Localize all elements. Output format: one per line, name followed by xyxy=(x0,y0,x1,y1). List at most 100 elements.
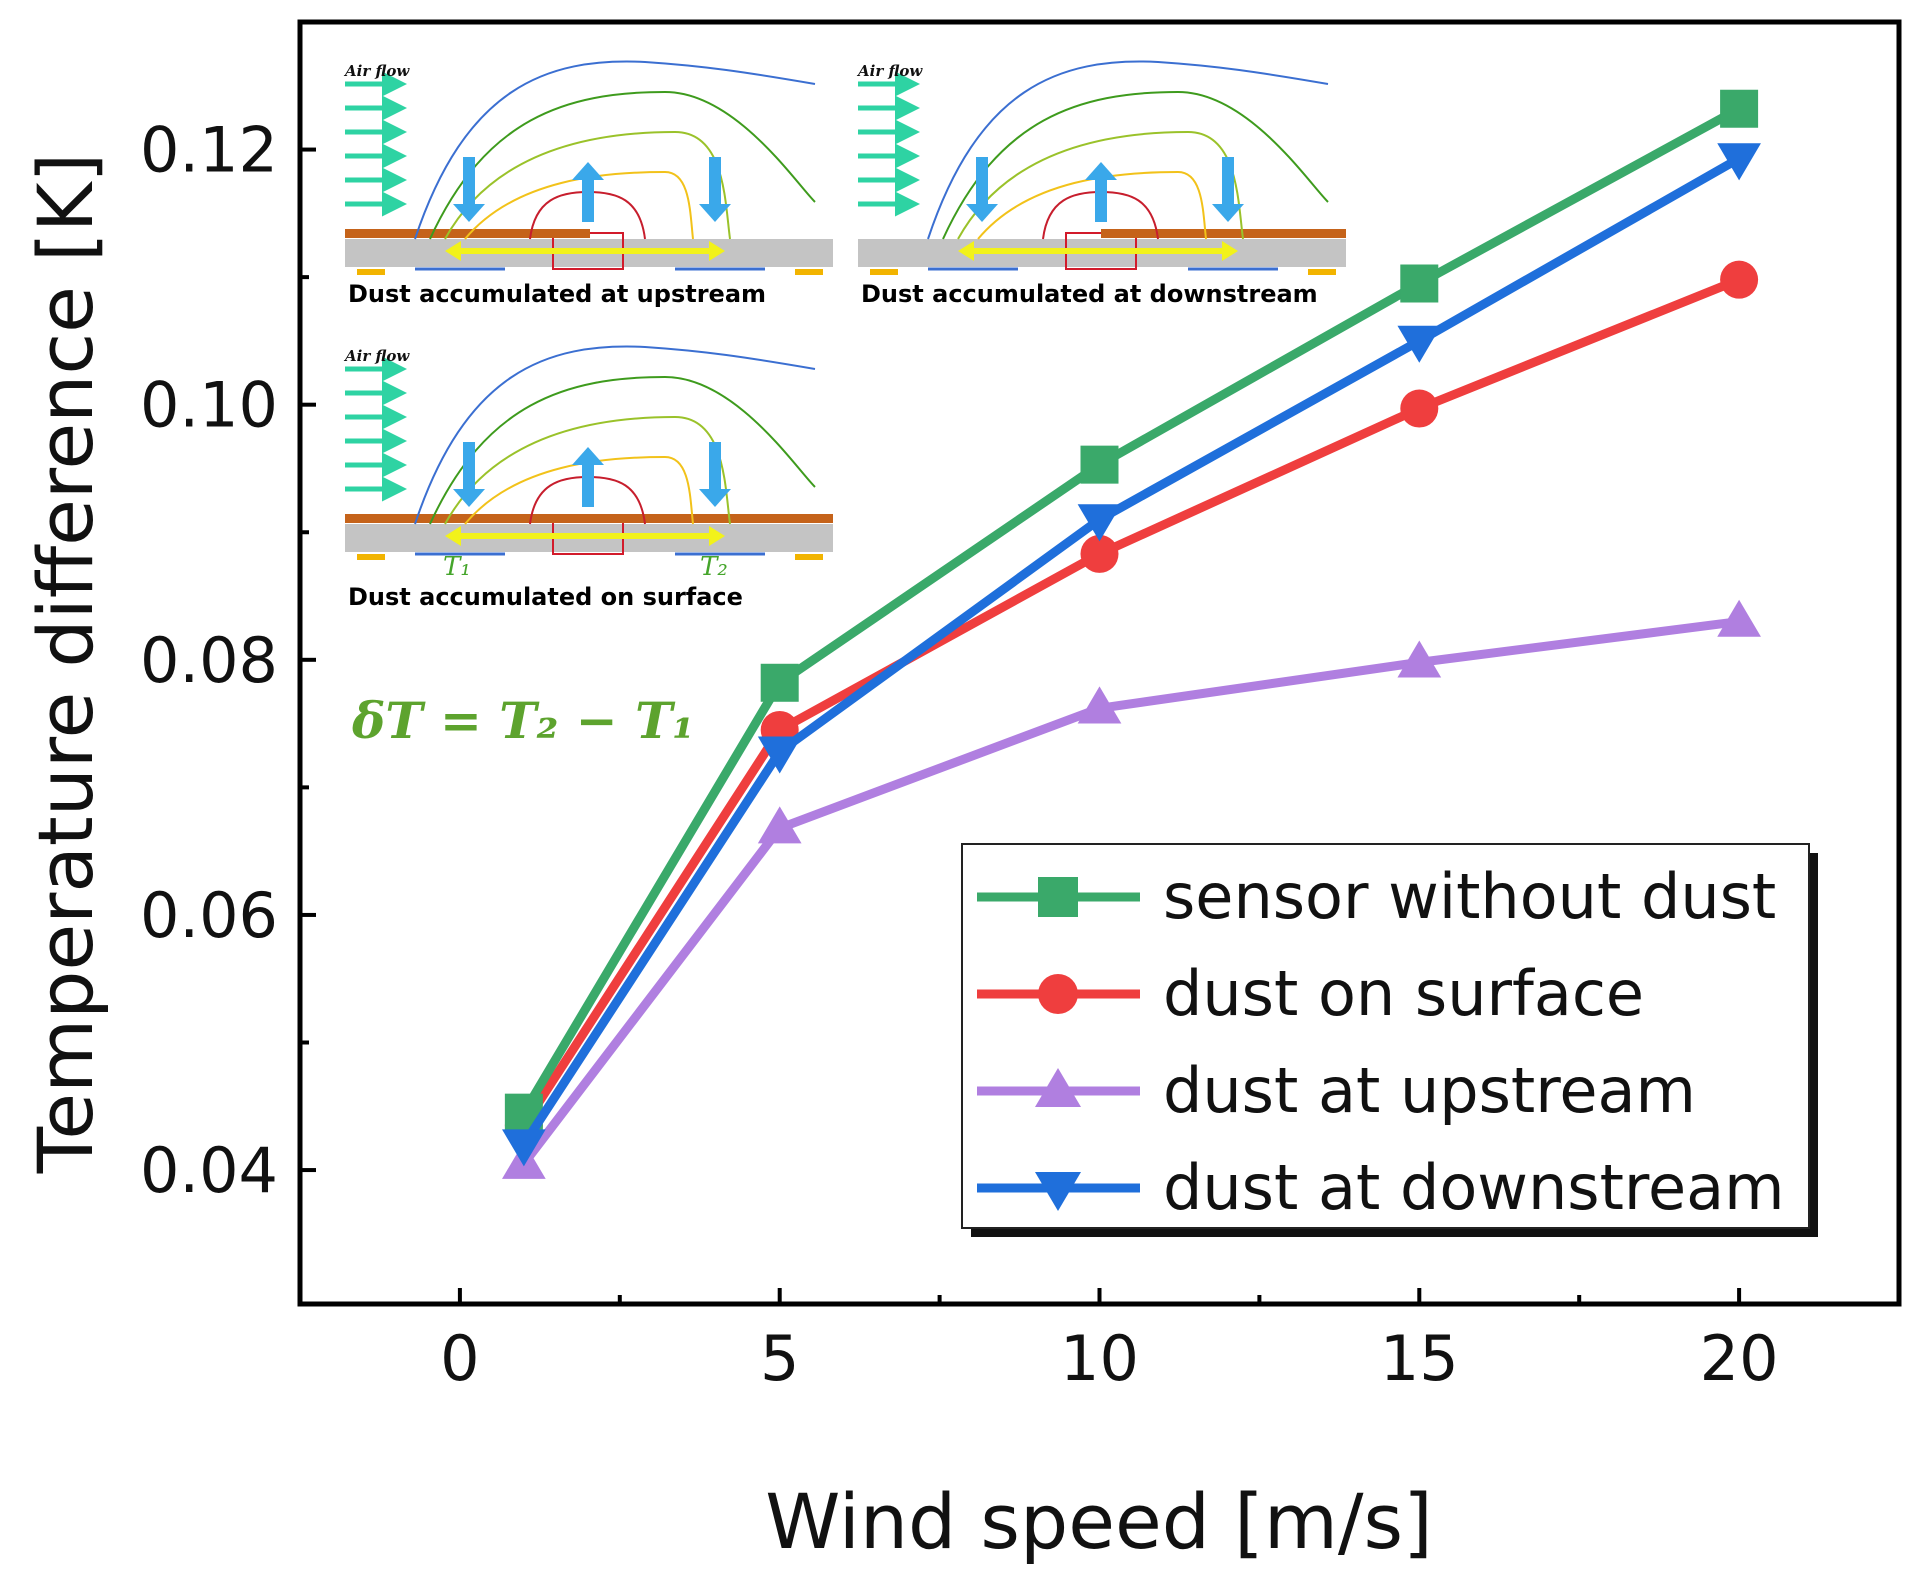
panel-title-downstream: Dust accumulated at downstream xyxy=(861,280,1318,308)
legend-box xyxy=(961,843,1810,1229)
x-tick-label: 20 xyxy=(1700,1322,1779,1395)
y-tick-label: 0.08 xyxy=(140,624,278,697)
t1-label: T₁ xyxy=(443,552,471,582)
heat-up-arrow-icon xyxy=(1095,178,1107,222)
contact-pad xyxy=(795,554,823,560)
legend: sensor without dust dust on surface dust a… xyxy=(961,843,1818,1237)
inset-diagrams: Air flow Dust accumulated at upstream Ai… xyxy=(343,60,1346,750)
cooling-arrow-head-icon xyxy=(453,489,485,507)
contact-pad xyxy=(357,554,385,560)
t2-label: T₂ xyxy=(700,552,728,582)
panel-title-upstream: Dust accumulated at upstream xyxy=(348,280,766,308)
x-axis-title: Wind speed [m/s] xyxy=(765,1477,1432,1566)
cooling-arrow-icon xyxy=(1222,157,1234,206)
contact-pad xyxy=(870,269,898,275)
heat-up-arrow-head-icon xyxy=(1085,162,1117,180)
contact-pad xyxy=(357,269,385,275)
legend-marker xyxy=(1035,1172,1081,1211)
series-layer xyxy=(502,89,1761,1179)
data-point xyxy=(1720,89,1759,128)
data-point xyxy=(1080,445,1119,484)
cooling-arrow-icon xyxy=(709,157,721,206)
heat-up-arrow-icon xyxy=(582,178,594,222)
x-tick-label: 10 xyxy=(1060,1322,1139,1395)
data-point xyxy=(1717,599,1761,637)
legend-label: sensor without dust xyxy=(1163,860,1776,933)
data-point xyxy=(502,1129,546,1167)
ticks: 0 5 10 15 20 0.04 0.06 0.08 0.10 0.12 xyxy=(140,114,1779,1395)
legend-item: dust at downstream xyxy=(977,1151,1785,1224)
dust-layer xyxy=(345,229,590,238)
airflow-label: Air flow xyxy=(343,347,410,365)
data-point xyxy=(1717,143,1761,181)
data-point xyxy=(1080,534,1119,573)
data-point xyxy=(1400,264,1439,303)
arrow-head-icon xyxy=(958,241,974,261)
inset-panel-surface: Air flow T₁ T₂ Dust accumulated on surfa… xyxy=(343,345,833,611)
heat-up-arrow-head-icon xyxy=(572,162,604,180)
dust-layer xyxy=(1101,229,1346,238)
contact-pad xyxy=(795,269,823,275)
x-tick-label: 5 xyxy=(760,1322,799,1395)
data-point xyxy=(1397,325,1442,363)
legend-label: dust at upstream xyxy=(1163,1054,1696,1127)
y-tick-label: 0.04 xyxy=(140,1134,278,1207)
arrow-head-icon xyxy=(445,526,461,546)
cooling-arrow-icon xyxy=(709,442,721,491)
heat-up-arrow-icon xyxy=(582,463,594,507)
streamline xyxy=(464,455,694,525)
cooling-arrow-icon xyxy=(463,157,475,206)
legend-marker xyxy=(1038,974,1078,1014)
cooling-arrow-icon xyxy=(463,442,475,491)
cooling-arrow-head-icon xyxy=(1212,204,1244,222)
cooling-arrow-head-icon xyxy=(699,489,731,507)
dust-layer xyxy=(345,514,833,523)
streamline xyxy=(927,60,1329,240)
axes-frame xyxy=(297,19,1902,1307)
heat-up-arrow-head-icon xyxy=(572,447,604,465)
data-point xyxy=(1077,686,1122,724)
formula-annotation: δT = T₂ − T₁ xyxy=(351,691,694,750)
cooling-arrow-head-icon xyxy=(453,204,485,222)
arrow-head-icon xyxy=(709,241,725,261)
streamline xyxy=(444,130,731,240)
data-point xyxy=(1077,504,1122,542)
streamline xyxy=(942,90,1329,240)
contact-pad xyxy=(1308,269,1336,275)
streamline xyxy=(957,130,1244,240)
data-point xyxy=(757,736,802,774)
streamline xyxy=(414,345,816,525)
data-point xyxy=(1720,260,1759,299)
legend-item: sensor without dust xyxy=(977,860,1776,933)
arrow-head-icon xyxy=(445,241,461,261)
arrow-head-icon xyxy=(709,526,725,546)
x-tick-label: 15 xyxy=(1380,1322,1459,1395)
legend-item: dust on surface xyxy=(977,957,1644,1030)
y-tick-label: 0.06 xyxy=(140,879,278,952)
inset-panel-downstream: Air flow Dust accumulated at downstream xyxy=(856,60,1346,308)
data-point xyxy=(1400,389,1439,428)
legend-marker xyxy=(1035,1068,1081,1107)
inset-panel-upstream: Air flow Dust accumulated at upstream xyxy=(343,60,833,308)
legend-marker xyxy=(1038,877,1078,917)
airflow-label: Air flow xyxy=(343,62,410,80)
legend-label: dust on surface xyxy=(1163,957,1644,1030)
y-tick-label: 0.10 xyxy=(140,369,278,442)
streamline xyxy=(429,375,816,525)
streamline xyxy=(429,90,816,240)
data-point xyxy=(1397,640,1442,678)
arrow-head-icon xyxy=(1222,241,1238,261)
airflow-label: Air flow xyxy=(856,62,923,80)
cooling-arrow-head-icon xyxy=(699,204,731,222)
streamline xyxy=(977,170,1207,240)
series-dust-at-downstream xyxy=(502,143,1761,1167)
y-tick-label: 0.12 xyxy=(140,114,278,187)
panel-title-surface: Dust accumulated on surface xyxy=(348,583,743,611)
legend-item: dust at upstream xyxy=(977,1054,1696,1127)
x-tick-label: 0 xyxy=(440,1322,479,1395)
data-point xyxy=(757,806,802,844)
series-sensor-without-dust xyxy=(504,89,1759,1132)
streamline xyxy=(464,170,694,240)
cooling-arrow-head-icon xyxy=(966,204,998,222)
